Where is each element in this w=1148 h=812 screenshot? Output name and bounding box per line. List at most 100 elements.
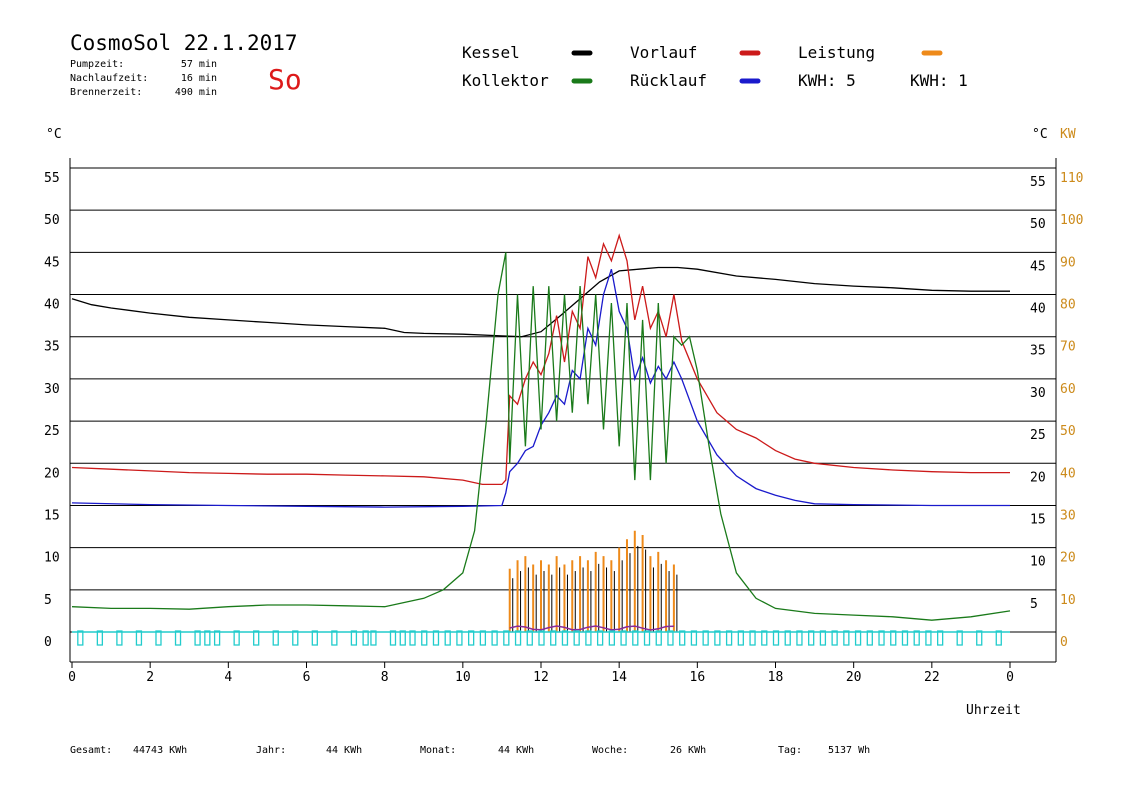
pump-marker <box>913 630 920 646</box>
pump-marker <box>843 630 850 646</box>
footer-tag-value: 5137 Wh <box>828 745 870 756</box>
pump-marker <box>620 630 627 646</box>
pump-marker <box>194 630 201 646</box>
legend-kwh-2: KWH: 1 <box>910 71 968 90</box>
pump-marker <box>550 630 557 646</box>
footer-monat-value: 44 KWh <box>498 745 534 756</box>
pump-marker <box>573 630 580 646</box>
pump-marker <box>690 630 698 646</box>
x-tick-label: 4 <box>224 670 232 685</box>
x-tick-label: 8 <box>381 670 389 685</box>
kw-tick-label: 90 <box>1060 255 1076 270</box>
pump-marker <box>819 630 827 646</box>
left-tick-label: 50 <box>44 213 60 228</box>
pump-marker <box>526 630 533 646</box>
pump-marker <box>174 630 182 646</box>
kw-tick-label: 70 <box>1060 340 1076 355</box>
left-tick-label: 20 <box>44 466 60 481</box>
legend-kessel: Kessel <box>462 43 520 62</box>
pump-marker <box>514 630 522 646</box>
pump-marker <box>311 630 318 646</box>
pump-marker <box>538 630 545 646</box>
pump-marker <box>901 630 909 646</box>
x-tick-label: 10 <box>455 670 471 685</box>
kw-tick-label: 20 <box>1060 551 1076 566</box>
pump-marker <box>796 630 803 646</box>
left-tick-label: 40 <box>44 298 60 313</box>
kw-tick-label: 30 <box>1060 508 1076 523</box>
pump-marker <box>608 630 615 646</box>
kw-tick-label: 110 <box>1060 171 1083 186</box>
pump-marker <box>890 630 897 646</box>
pump-marker <box>116 630 123 646</box>
right-tick-label: 15 <box>1030 512 1046 527</box>
left-tick-label: 5 <box>44 593 52 608</box>
pump-marker <box>96 630 104 646</box>
left-tick-label: 35 <box>44 340 60 355</box>
pump-marker <box>632 630 639 646</box>
footer-monat-label: Monat: <box>420 745 456 756</box>
x-tick-label: 0 <box>68 670 76 685</box>
pump-marker <box>362 630 369 646</box>
footer-woche-label: Woche: <box>592 745 628 756</box>
pump-marker <box>761 630 768 646</box>
legend-ruecklauf: Rücklauf <box>630 71 707 90</box>
legend-leistung: Leistung <box>798 43 875 62</box>
pump-marker <box>749 630 756 646</box>
pumpzeit-label: Pumpzeit: <box>70 59 124 70</box>
pump-marker <box>331 630 338 646</box>
nachlauf-value: 16 min <box>181 73 217 84</box>
pump-marker <box>155 630 162 646</box>
pump-marker <box>561 630 569 646</box>
pump-marker <box>725 630 733 646</box>
pump-marker <box>421 630 428 646</box>
kw-tick-label: 40 <box>1060 466 1076 481</box>
pump-marker <box>370 630 377 646</box>
footer-tag-label: Tag: <box>778 745 802 756</box>
right-tick-label: 25 <box>1030 428 1046 443</box>
left-tick-label: 55 <box>44 171 60 186</box>
right-tick-label: 55 <box>1030 175 1046 190</box>
legend-kwh-1: KWH: 5 <box>798 71 856 90</box>
kw-tick-label: 100 <box>1060 213 1083 228</box>
legend-kollektor: Kollektor <box>462 71 549 90</box>
pump-marker <box>409 630 416 646</box>
pump-marker <box>866 630 873 646</box>
right-tick-label: 45 <box>1030 259 1046 274</box>
pump-marker <box>456 630 463 646</box>
footer-jahr-value: 44 KWh <box>326 745 362 756</box>
pump-marker <box>995 630 1002 646</box>
kollektor-line <box>71 252 1011 621</box>
right-tick-label: 35 <box>1030 344 1046 359</box>
left-tick-label: 25 <box>44 424 60 439</box>
x-axis-label: Uhrzeit <box>966 703 1021 718</box>
pump-marker <box>714 630 721 646</box>
ruecklauf-line <box>71 269 1010 508</box>
pump-marker <box>655 630 662 646</box>
x-tick-label: 12 <box>533 670 549 685</box>
x-tick-label: 22 <box>924 670 940 685</box>
right-tick-label: 40 <box>1030 302 1046 317</box>
pump-marker <box>253 630 260 646</box>
pump-marker <box>925 630 932 646</box>
footer-gesamt-value: 44743 KWh <box>133 745 187 756</box>
pump-marker <box>737 630 744 646</box>
pump-marker <box>432 630 440 646</box>
kw-axis-unit: KW <box>1060 127 1076 142</box>
brenner-label: Brennerzeit: <box>70 87 142 98</box>
pump-marker <box>503 630 510 646</box>
grid <box>69 158 1057 663</box>
chart-title: CosmoSol 22.1.2017 <box>70 31 298 55</box>
legend-vorlauf: Vorlauf <box>630 43 697 62</box>
kw-tick-label: 0 <box>1060 635 1068 650</box>
pump-marker <box>491 630 498 646</box>
left-tick-label: 45 <box>44 255 60 270</box>
pump-marker <box>292 630 299 646</box>
right-tick-label: 30 <box>1030 386 1046 401</box>
x-tick-label: 0 <box>1006 670 1014 685</box>
x-tick-label: 14 <box>611 670 627 685</box>
pump-marker <box>467 630 475 646</box>
left-axis-unit: °C <box>46 127 62 142</box>
left-tick-label: 30 <box>44 382 60 397</box>
nachlauf-label: Nachlaufzeit: <box>70 73 148 84</box>
